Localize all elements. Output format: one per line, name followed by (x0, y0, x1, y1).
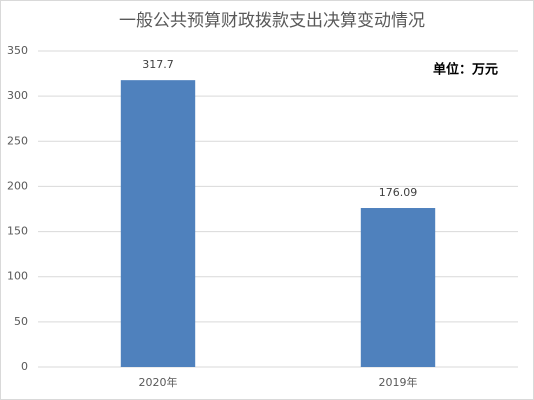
unit-annotation: 单位：万元 (433, 62, 498, 78)
data-label: 176.09 (379, 186, 418, 199)
x-tick-label: 2020年 (139, 375, 178, 389)
y-tick-label: 100 (7, 270, 28, 283)
bar (360, 208, 436, 367)
y-tick-label: 250 (7, 134, 28, 147)
y-tick-label: 300 (7, 89, 28, 102)
y-tick-label: 200 (7, 179, 28, 192)
x-tick-label: 2019年 (379, 375, 418, 389)
y-tick-label: 0 (21, 360, 28, 373)
y-tick-label: 350 (7, 44, 28, 57)
y-tick-label: 150 (7, 225, 28, 238)
bar (120, 80, 196, 367)
chart-title: 一般公共预算财政拨款支出决算变动情况 (119, 11, 425, 31)
data-label: 317.7 (142, 58, 174, 71)
y-tick-label: 50 (14, 315, 28, 328)
